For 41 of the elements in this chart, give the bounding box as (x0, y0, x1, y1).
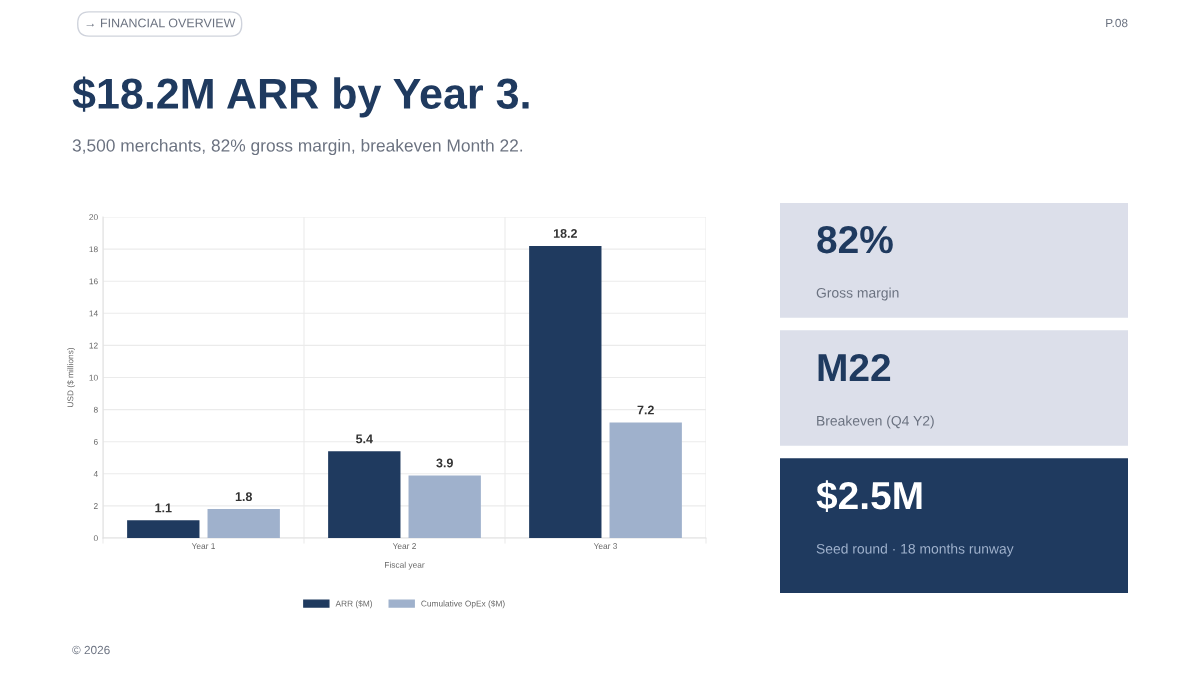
text: © 2026 (72, 645, 110, 655)
data-label: 3.9 (436, 458, 453, 468)
data-label: 5.4 (356, 434, 373, 444)
y-tick-label: 2 (93, 503, 98, 509)
bar (207, 509, 280, 538)
text: → FINANCIAL OVERVIEW (86, 18, 236, 28)
y-tick-label: 6 (93, 438, 98, 445)
y-tick-label: 14 (89, 310, 98, 317)
data-label: 1.8 (235, 492, 253, 502)
bar (127, 520, 200, 538)
x-tick-label: Year 1 (191, 543, 215, 549)
legend-label: Cumulative OpEx ($M) (421, 600, 505, 609)
text: $2.5M (816, 480, 922, 512)
y-tick-label: 16 (89, 278, 98, 285)
y-axis-title: USD ($ millions) (67, 347, 75, 407)
y-tick-label: 0 (93, 535, 98, 542)
y-tick-label: 4 (93, 471, 98, 477)
y-tick-label: 8 (93, 406, 98, 413)
x-axis-title: Fiscal year (385, 561, 425, 570)
y-tick-label: 18 (89, 246, 98, 253)
text: Gross margin (816, 287, 899, 301)
x-tick-label: Year 2 (392, 543, 416, 549)
x-tick-label: Year 3 (593, 543, 618, 549)
y-tick-label: 12 (89, 342, 98, 349)
y-tick-label: 20 (89, 214, 98, 221)
data-label: 1.1 (155, 503, 172, 513)
y-tick-label: 10 (89, 374, 98, 381)
data-label: 7.2 (637, 405, 654, 415)
bar (408, 475, 481, 538)
bar (609, 422, 682, 538)
bar (328, 451, 401, 538)
data-label: 18.2 (553, 229, 577, 238)
chart-title: $18.2M ARR by Year 3. (72, 76, 529, 118)
text: 82% (817, 225, 893, 254)
bar (529, 245, 602, 538)
text: Seed round · 18 months runway (816, 543, 1014, 557)
text: Breakeven (Q4 Y2) (817, 415, 934, 429)
text: P.08 (1106, 18, 1128, 28)
chart-subtitle: 3,500 merchants, 82% gross margin, breakeven Month 22. (72, 138, 523, 156)
text: M22 (818, 353, 891, 382)
legend-label: ARR ($M) (335, 600, 373, 609)
